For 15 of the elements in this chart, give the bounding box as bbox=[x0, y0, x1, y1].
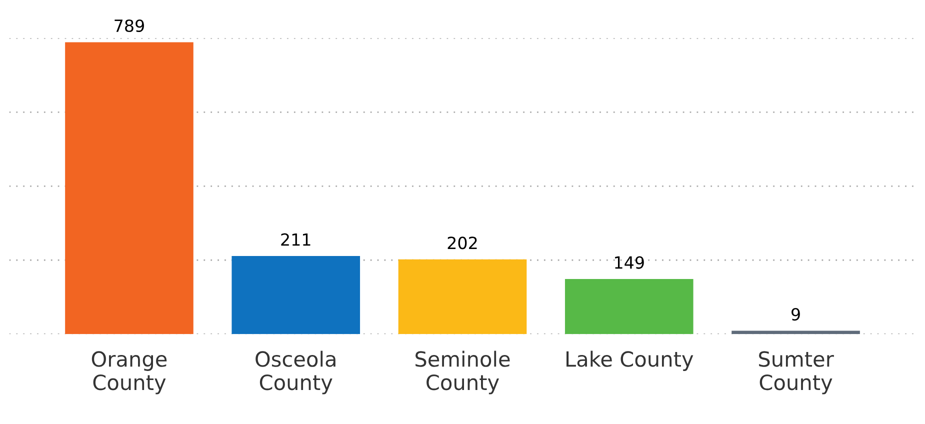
x-tick-label: Seminole County bbox=[416, 350, 510, 394]
data-label: 211 bbox=[281, 233, 310, 246]
bar bbox=[65, 42, 194, 334]
bar bbox=[564, 278, 694, 334]
bar bbox=[398, 259, 527, 334]
bar bbox=[732, 330, 860, 334]
data-label: 9 bbox=[792, 308, 800, 321]
data-label: 149 bbox=[615, 256, 644, 269]
x-tick-label: Osceola County bbox=[256, 350, 336, 394]
data-label: 202 bbox=[448, 236, 477, 250]
x-tick-label: Orange County bbox=[92, 351, 167, 394]
x-tick-label: Lake County bbox=[566, 350, 694, 371]
data-label: 789 bbox=[114, 19, 144, 32]
x-tick-label: Sumter County bbox=[759, 351, 834, 394]
bar bbox=[232, 256, 360, 334]
